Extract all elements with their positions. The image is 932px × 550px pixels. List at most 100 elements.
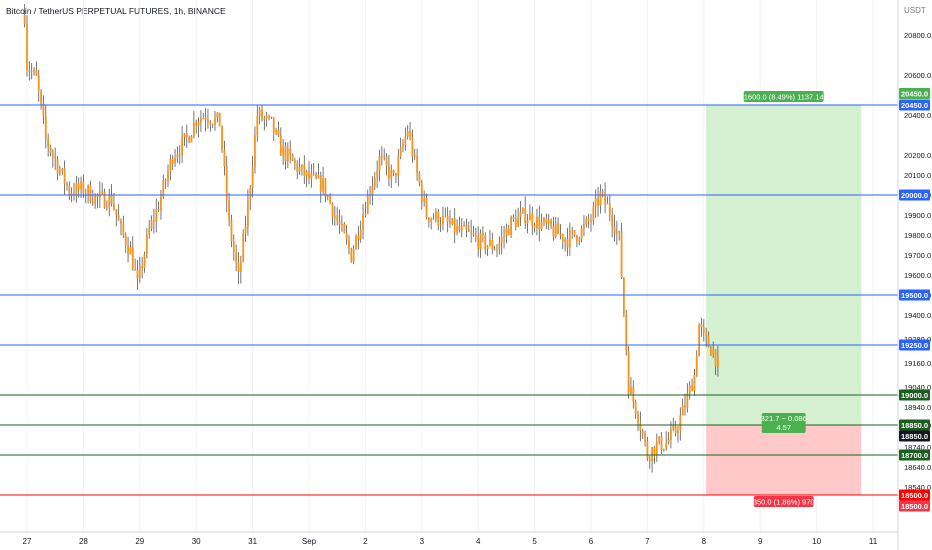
price-tick-label: 19700.0 — [904, 251, 931, 260]
candle-body — [437, 211, 440, 226]
candle-body — [54, 156, 57, 160]
candle-body — [145, 234, 148, 255]
time-tick-label: 27 — [23, 537, 32, 546]
candle-body — [87, 185, 89, 194]
candle-body — [181, 136, 183, 155]
price-tick-label: 18740.0 — [904, 443, 931, 452]
candle-body — [660, 436, 663, 451]
candle-body — [44, 116, 47, 138]
candle-body — [263, 118, 266, 120]
candle-body — [164, 180, 167, 182]
candle-body — [329, 195, 332, 204]
candle-body — [131, 247, 134, 270]
candle-body — [315, 173, 317, 179]
candle-body — [195, 122, 198, 126]
candle-body — [26, 23, 28, 71]
candle-body — [120, 220, 122, 224]
candle-body — [571, 230, 574, 232]
candle-body — [56, 159, 59, 174]
level-price-tag — [899, 289, 930, 301]
candle-body — [352, 249, 355, 262]
candle-body — [644, 433, 646, 442]
candle-body — [456, 225, 458, 233]
level-price-tag-label: 19500.0 — [901, 291, 928, 300]
candle-body — [566, 238, 569, 248]
level-price-tag — [899, 389, 930, 401]
candle-body — [714, 349, 717, 367]
price-tick-label: 18940.0 — [904, 403, 931, 412]
candle-body — [665, 442, 668, 449]
candle-body — [296, 162, 299, 172]
candle-body — [232, 241, 235, 253]
candle-body — [376, 171, 379, 178]
target-info-text: 1600.0 (8.49%) 1137.14 — [744, 93, 824, 102]
candle-body — [580, 228, 583, 240]
candle-body — [413, 155, 416, 157]
candle-body — [604, 191, 606, 205]
candle-body — [333, 215, 336, 218]
candle-body — [345, 232, 348, 240]
candle-body — [670, 429, 672, 440]
level-price-tag-label: 19250.0 — [901, 341, 928, 350]
candle-body — [611, 214, 614, 227]
price-tick-label: 20800.0 — [904, 31, 931, 40]
candle-body — [362, 215, 364, 230]
candle-body — [533, 225, 536, 228]
candle-body — [49, 146, 52, 153]
candle-body — [625, 313, 628, 351]
candle-body — [277, 129, 280, 135]
candle-body — [355, 235, 357, 250]
candle-body — [613, 226, 616, 234]
candle-body — [460, 226, 463, 231]
candle-body — [655, 441, 658, 455]
candle-body — [489, 239, 491, 246]
candle-body — [110, 194, 113, 204]
candle-body — [343, 224, 346, 233]
candle-body — [627, 350, 630, 394]
candle-body — [138, 266, 141, 279]
price-tick-label: 20200.0 — [904, 151, 931, 160]
candle-body — [68, 185, 71, 195]
candle-body — [366, 194, 369, 214]
candle-body — [162, 180, 165, 197]
candle-body — [641, 430, 644, 434]
level-price-tag-label: 18500.0 — [901, 491, 928, 500]
candle-body — [686, 393, 689, 408]
time-tick-label: 5 — [532, 537, 537, 546]
candle-body — [500, 236, 503, 243]
candle-body — [618, 231, 621, 233]
candle-body — [677, 430, 679, 434]
candle-body — [446, 215, 449, 222]
candle-body — [150, 220, 153, 229]
level-price-tag-label: 18850.0 — [901, 421, 928, 430]
candle-body — [282, 146, 285, 156]
time-tick-label: 4 — [476, 537, 481, 546]
stop-info-box — [753, 496, 814, 507]
candle-body — [545, 218, 548, 224]
candle-body — [331, 203, 334, 218]
candle-body — [630, 387, 632, 394]
candle-body — [338, 220, 341, 225]
candle-body — [684, 405, 686, 408]
candle-body — [435, 211, 437, 219]
candle-body — [578, 239, 581, 242]
entry-price-tag — [899, 430, 930, 442]
candle-body — [559, 234, 562, 236]
time-tick-label: 6 — [589, 537, 594, 546]
time-tick-label: 10 — [812, 537, 821, 546]
candle-body — [632, 387, 635, 402]
candle-body — [336, 215, 339, 221]
currency-label: USDT — [904, 6, 926, 15]
candle-body — [693, 374, 696, 392]
candle-body — [279, 134, 282, 156]
candle-body — [122, 223, 125, 235]
price-tick-label: 19800.0 — [904, 231, 931, 240]
candle-body — [698, 324, 700, 357]
candle-body — [592, 206, 595, 221]
candle-body — [399, 147, 402, 157]
candle-body — [453, 218, 456, 233]
candle-body — [256, 116, 259, 136]
candle-body — [94, 194, 97, 204]
candle-body — [395, 173, 397, 177]
